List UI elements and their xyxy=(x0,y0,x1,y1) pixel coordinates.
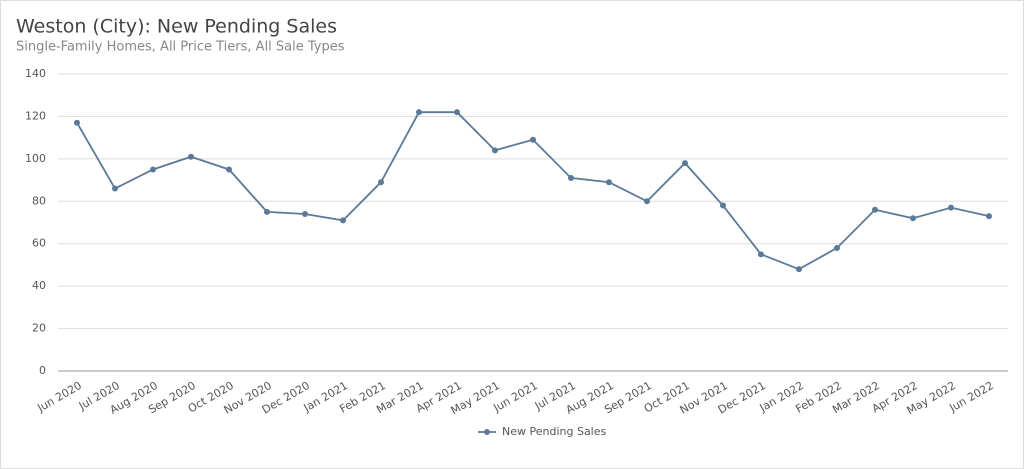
y-tick-label: 0 xyxy=(39,364,46,377)
data-point xyxy=(112,185,118,192)
y-tick-label: 100 xyxy=(25,152,46,165)
data-point xyxy=(302,211,308,218)
data-point xyxy=(568,174,574,181)
data-point xyxy=(796,266,802,273)
data-point xyxy=(416,109,422,116)
y-tick-label: 140 xyxy=(25,67,46,80)
data-point xyxy=(378,179,384,186)
data-point xyxy=(74,119,80,126)
chart-subtitle: Single-Family Homes, All Price Tiers, Al… xyxy=(16,40,345,55)
data-point xyxy=(872,206,878,213)
data-point xyxy=(720,202,726,209)
chart-title: Weston (City): New Pending Sales xyxy=(16,16,337,38)
data-point xyxy=(758,251,764,258)
data-point xyxy=(910,215,916,222)
y-tick-label: 120 xyxy=(25,109,46,122)
legend-label: New Pending Sales xyxy=(502,425,607,438)
legend-marker xyxy=(484,429,490,435)
data-point xyxy=(492,147,498,154)
data-point xyxy=(986,213,992,220)
y-tick-label: 60 xyxy=(32,237,46,250)
data-point xyxy=(226,166,232,173)
data-point xyxy=(454,109,460,116)
data-point xyxy=(150,166,156,173)
data-point xyxy=(834,244,840,251)
y-tick-label: 40 xyxy=(32,279,46,292)
data-point xyxy=(264,208,270,215)
y-tick-label: 20 xyxy=(32,322,46,335)
data-point xyxy=(188,153,194,160)
data-point xyxy=(644,198,650,205)
data-point xyxy=(530,136,536,143)
data-point xyxy=(682,160,688,167)
data-point xyxy=(948,204,954,211)
y-tick-label: 80 xyxy=(32,194,46,207)
data-point xyxy=(340,217,346,224)
data-point xyxy=(606,179,612,186)
